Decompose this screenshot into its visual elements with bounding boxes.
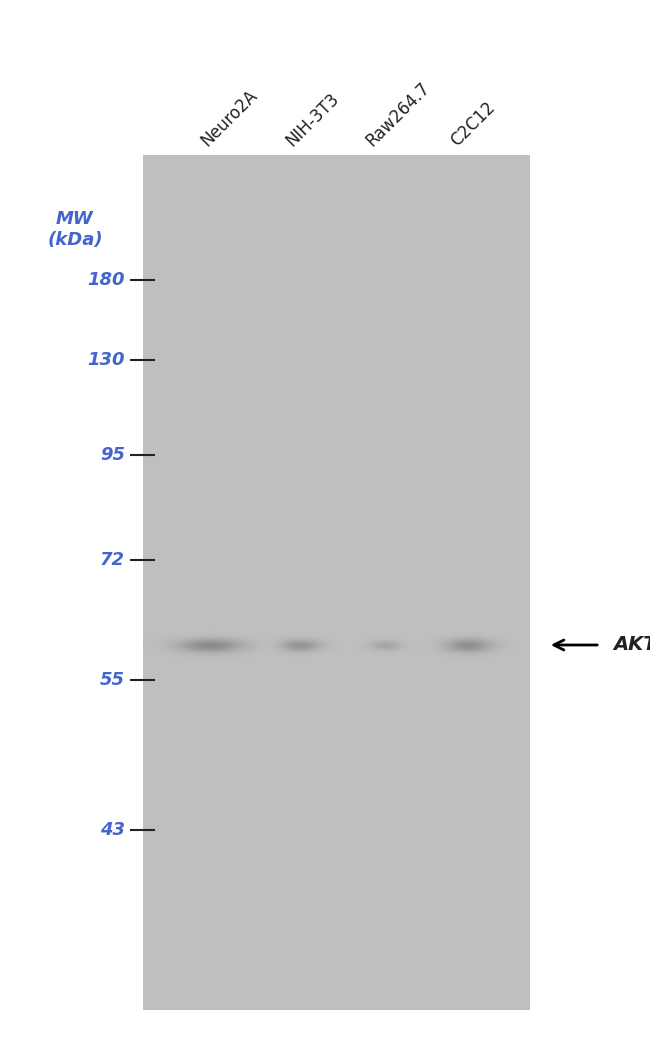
Text: AKT: AKT: [613, 636, 650, 655]
Text: 95: 95: [100, 446, 125, 464]
Text: 72: 72: [100, 551, 125, 569]
Text: C2C12: C2C12: [447, 98, 499, 150]
Text: 130: 130: [88, 351, 125, 369]
Bar: [143, 155, 530, 1010]
Text: MW
(kDa): MW (kDa): [47, 210, 103, 249]
Text: 55: 55: [100, 670, 125, 689]
Text: 180: 180: [88, 271, 125, 289]
Text: NIH-3T3: NIH-3T3: [282, 90, 343, 150]
Text: Neuro2A: Neuro2A: [197, 87, 261, 150]
Text: 43: 43: [100, 821, 125, 839]
Text: Raw264.7: Raw264.7: [362, 79, 434, 150]
